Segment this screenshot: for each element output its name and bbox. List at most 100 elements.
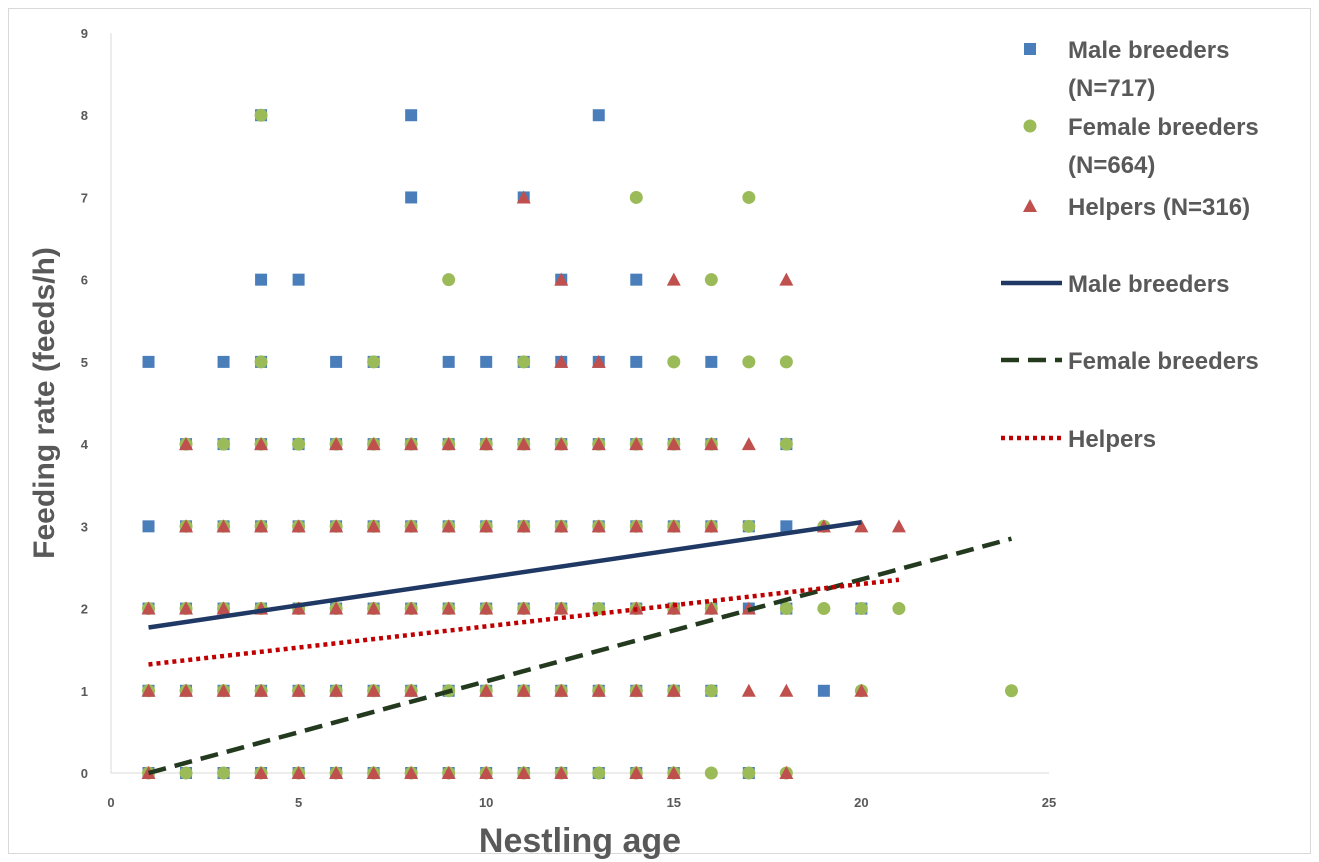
- helper-point: [441, 437, 456, 451]
- male-breeder-point: [480, 355, 493, 368]
- female-breeder-point: [629, 190, 643, 204]
- x-tick-label: 0: [107, 795, 114, 810]
- chart-frame: [8, 8, 1311, 854]
- helper-point: [666, 601, 681, 615]
- helper-point: [366, 683, 381, 697]
- helper-point: [254, 766, 269, 779]
- helper-point: [666, 272, 681, 286]
- y-tick-label: 9: [81, 26, 88, 41]
- x-tick-label: 25: [1042, 795, 1056, 810]
- helper-point: [666, 437, 681, 451]
- female-breeder-point: [704, 684, 718, 698]
- helper-point: [516, 601, 531, 615]
- helper-point: [329, 519, 344, 533]
- female-breeder-point: [254, 108, 268, 122]
- female-breeder-point: [217, 766, 231, 780]
- y-axis-title: Feeding rate (feeds/h): [28, 247, 61, 559]
- helper-point: [329, 766, 344, 779]
- helper-point: [554, 354, 569, 368]
- helper-point: [591, 354, 606, 368]
- male-breeder-point: [780, 520, 793, 533]
- helper-point: [516, 519, 531, 533]
- helper-point: [404, 766, 419, 779]
- helper-point: [404, 519, 419, 533]
- x-tick-label: 20: [854, 795, 868, 810]
- y-tick-label: 0: [81, 766, 88, 781]
- y-tick-label: 2: [81, 602, 88, 617]
- helper-point: [629, 519, 644, 533]
- female-breeder-point: [854, 602, 868, 616]
- y-tick-label: 5: [81, 355, 88, 370]
- helper-point: [291, 601, 306, 615]
- male-breeder-point: [405, 109, 418, 122]
- legend: Male breeders (N=717) Female breeders (N=66…: [1001, 37, 1259, 453]
- male-breeder-point: [630, 355, 643, 368]
- helper-point: [404, 601, 419, 615]
- helper-point: [254, 519, 269, 533]
- helper-point: [591, 683, 606, 697]
- female-breeders-trend-line: [147, 536, 1013, 776]
- helper-point: [404, 683, 419, 697]
- helper-points: [141, 190, 906, 779]
- axes: [110, 33, 1049, 774]
- female-breeder-point: [1004, 684, 1018, 698]
- female-breeder-point: [742, 355, 756, 369]
- helper-point: [254, 683, 269, 697]
- helper-point: [516, 766, 531, 779]
- x-tick-label: 10: [479, 795, 493, 810]
- y-tick-label: 8: [81, 108, 88, 123]
- helper-point: [629, 766, 644, 779]
- helper-point: [554, 766, 569, 779]
- helper-point: [704, 437, 719, 451]
- helper-point: [704, 601, 719, 615]
- male-breeders-trend-line: [148, 519, 862, 630]
- helper-point: [591, 519, 606, 533]
- helper-point: [516, 190, 531, 204]
- helper-point: [554, 272, 569, 286]
- helper-point: [516, 437, 531, 451]
- helper-point: [216, 683, 231, 697]
- female-breeder-point: [592, 766, 606, 780]
- female-breeder-point: [217, 437, 231, 451]
- helper-point: [741, 683, 756, 697]
- female-breeder-point: [892, 602, 906, 616]
- female-breeder-point: [517, 355, 531, 369]
- male-breeder-point: [255, 273, 268, 286]
- male-breeder-point: [292, 273, 305, 286]
- helper-point: [179, 683, 194, 697]
- legend-male-breeders-marker: [1024, 43, 1036, 55]
- x-tick-label: 5: [295, 795, 302, 810]
- helper-point: [779, 766, 794, 779]
- female-breeder-point: [292, 437, 306, 451]
- legend-helpers-label: Helpers (N=316): [1068, 194, 1250, 221]
- legend-male-breeders-line-label: Male breeders: [1068, 271, 1229, 298]
- helper-point: [441, 601, 456, 615]
- helper-point: [216, 601, 231, 615]
- y-tick-label: 6: [81, 273, 88, 288]
- helper-point: [479, 683, 494, 697]
- male-breeder-point: [817, 684, 830, 697]
- female-breeder-point: [704, 273, 718, 287]
- helper-point: [479, 437, 494, 451]
- female-breeder-point: [704, 766, 718, 780]
- legend-male-breeders-label: (N=717): [1068, 75, 1155, 102]
- helper-point: [179, 601, 194, 615]
- helper-point: [441, 766, 456, 779]
- female-breeder-point: [667, 355, 681, 369]
- helper-point: [366, 766, 381, 779]
- legend-female-breeders-line-label: Female breeders: [1068, 348, 1259, 375]
- helper-point: [141, 683, 156, 697]
- helper-point: [779, 683, 794, 697]
- helpers-trend-line: [148, 577, 900, 667]
- helper-point: [666, 683, 681, 697]
- female-breeder-point: [817, 602, 831, 616]
- male-breeder-point: [330, 355, 343, 368]
- female-breeder-points: [142, 108, 1018, 780]
- helper-point: [441, 519, 456, 533]
- female-breeder-point: [367, 355, 381, 369]
- helper-point: [479, 519, 494, 533]
- legend-male-breeders-label: Male breeders: [1068, 37, 1229, 64]
- helper-point: [516, 683, 531, 697]
- helper-point: [554, 601, 569, 615]
